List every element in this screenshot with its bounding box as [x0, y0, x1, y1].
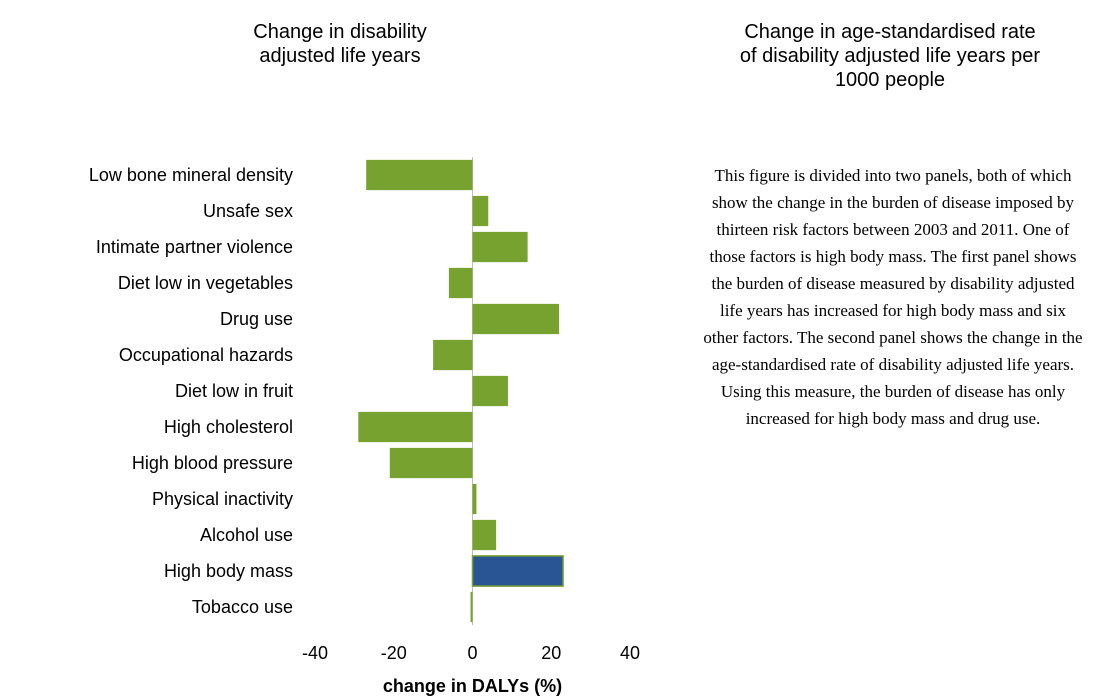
bar-diet-low-in-vegetables [448, 267, 473, 299]
left-title-line-1: Change in disability [253, 21, 427, 43]
x-tick-label: -20 [381, 643, 407, 663]
bar-high-cholesterol [358, 411, 473, 443]
category-label: High blood pressure [132, 453, 293, 473]
bar-diet-low-in-fruit [472, 375, 508, 407]
bar-tobacco-use [470, 591, 473, 623]
right-panel-title: Change in age-standardised rate of disab… [690, 20, 1090, 92]
bar-occupational-hazards [433, 339, 473, 371]
category-label: High body mass [164, 561, 293, 581]
right-title-line-2: of disability adjusted life years per [739, 45, 1041, 67]
x-tick-label: -40 [302, 643, 328, 663]
category-label: Unsafe sex [203, 201, 293, 221]
x-tick-label: 20 [541, 643, 561, 663]
category-label: Tobacco use [192, 597, 293, 617]
x-axis-label: change in DALYs (%) [383, 676, 562, 696]
x-tick-label: 40 [620, 643, 640, 663]
bar-drug-use [472, 303, 560, 335]
bar-high-blood-pressure [389, 447, 473, 479]
bar-low-bone-mineral-density [366, 159, 473, 191]
right-title-line-1: Change in age-standardised rate [744, 21, 1036, 43]
bar-high-body-mass [471, 555, 564, 587]
category-label: Physical inactivity [152, 489, 293, 509]
x-tick-label: 0 [467, 643, 477, 663]
right-title-line-3: 1000 people [834, 69, 946, 91]
category-label: Drug use [220, 309, 293, 329]
category-label: High cholesterol [164, 417, 293, 437]
category-label: Occupational hazards [119, 345, 293, 365]
bar-physical-inactivity [472, 483, 477, 515]
category-label: Low bone mineral density [89, 165, 293, 185]
category-label: Diet low in fruit [175, 381, 293, 401]
left-title-line-2: adjusted life years [259, 45, 421, 67]
bar-unsafe-sex [472, 195, 489, 227]
category-label: Intimate partner violence [96, 237, 293, 257]
figure-description: This figure is divided into two panels, … [703, 166, 1083, 428]
category-label: Alcohol use [200, 525, 293, 545]
category-label: Diet low in vegetables [118, 273, 293, 293]
bar-intimate-partner-violence [472, 231, 528, 263]
bar-alcohol-use [472, 519, 497, 551]
left-panel-title: Change in disability adjusted life years [190, 20, 490, 68]
dalys-bar-chart: Low bone mineral density Unsafe sex Intima… [89, 157, 640, 696]
